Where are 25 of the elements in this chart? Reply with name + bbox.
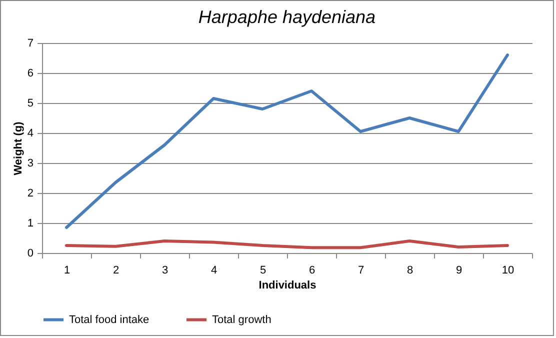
y-tick-label: 4 — [27, 128, 34, 140]
x-axis-title: Individuals — [258, 280, 316, 292]
x-tick-label: 3 — [162, 264, 168, 276]
x-tick-label: 6 — [308, 264, 316, 276]
y-tick-label: 7 — [27, 38, 34, 50]
y-tick-label: 3 — [27, 158, 34, 170]
x-tick-label: 5 — [260, 264, 266, 276]
x-tick-label: 4 — [210, 264, 218, 276]
y-tick-label: 6 — [27, 68, 34, 80]
y-tick-label: 5 — [27, 98, 34, 110]
x-tick-label: 10 — [502, 264, 514, 276]
x-tick-label: 7 — [358, 264, 364, 276]
x-tick-label: 9 — [456, 264, 462, 276]
x-tick-label: 8 — [406, 264, 414, 276]
y-tick-label: 1 — [27, 218, 34, 230]
x-tick-label: 2 — [112, 264, 120, 276]
y-axis-title: Weight (g) — [12, 121, 24, 176]
line-series — [65, 54, 509, 229]
legend-label: Total growth — [212, 314, 272, 326]
y-tick-label: 2 — [27, 188, 34, 200]
x-tick-label: 1 — [64, 264, 70, 276]
line-series — [65, 240, 509, 250]
legend-label: Total food intake — [69, 314, 150, 326]
y-tick-label: 0 — [27, 248, 34, 260]
chart-title: Harpaphe haydeniana — [198, 7, 376, 27]
